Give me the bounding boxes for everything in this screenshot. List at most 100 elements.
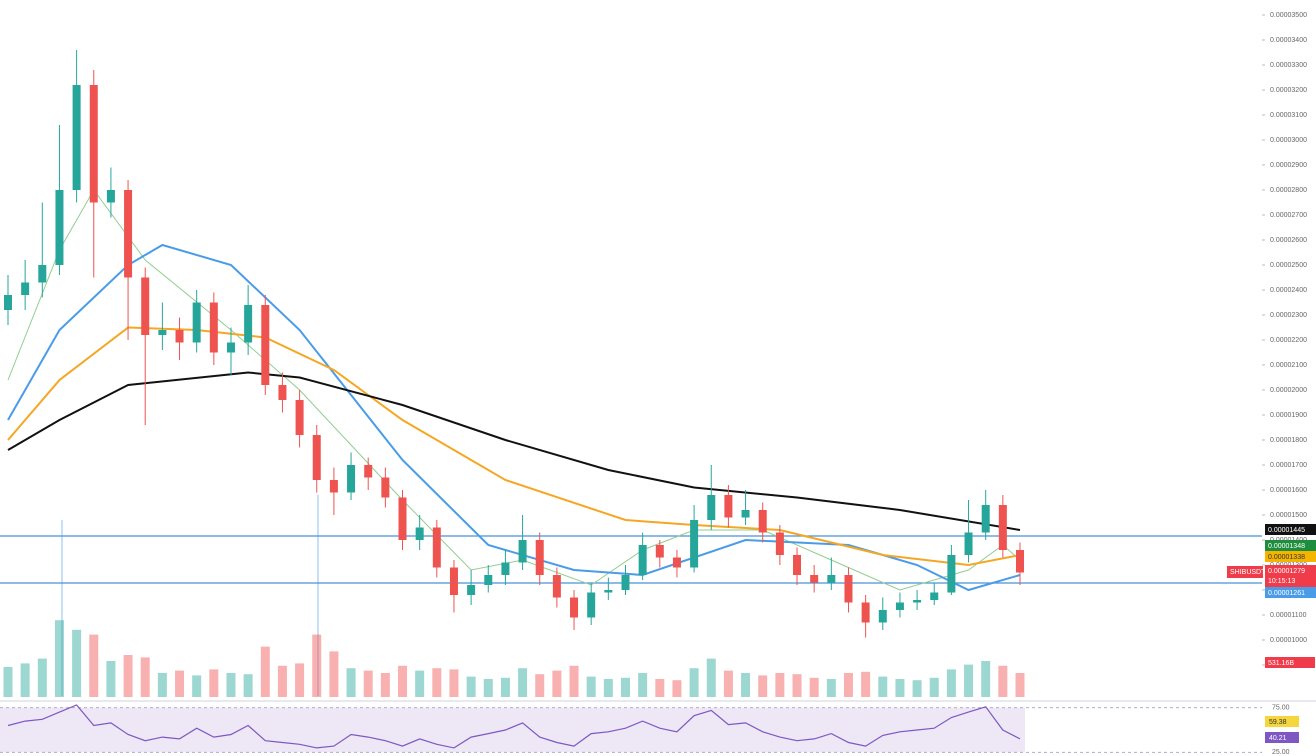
volume-bar [483, 679, 493, 697]
volume-bar [466, 676, 476, 697]
y-tick-label: 0.00002600 [1270, 237, 1307, 244]
volume-bar [226, 673, 236, 697]
candle-body [158, 330, 167, 335]
candle-body [244, 305, 253, 343]
candle-body [810, 575, 819, 583]
volume-bar [243, 674, 253, 697]
label-box [1265, 565, 1316, 587]
volume-bar [912, 680, 922, 697]
y-tick-label: 0.00001900 [1270, 412, 1307, 419]
volume-bar [552, 670, 562, 697]
rsi-label: 40.21 [1269, 735, 1287, 742]
candle-body [741, 510, 750, 518]
volume-bar [175, 670, 185, 697]
candle-body [947, 555, 956, 593]
candle-body [295, 400, 304, 435]
y-tick-label: 0.00003100 [1270, 112, 1307, 119]
volume-bar [192, 675, 202, 697]
volume-bar [518, 668, 528, 697]
candle-body [895, 602, 904, 610]
y-tick-label: 0.00001000 [1270, 637, 1307, 644]
volume-bar [775, 673, 785, 697]
rsi-tick-label: 75.00 [1272, 705, 1290, 712]
y-tick-label: 0.00003400 [1270, 37, 1307, 44]
y-tick-label: 0.00001100 [1270, 612, 1307, 619]
candle-body [518, 540, 527, 563]
y-tick-label: 0.00002900 [1270, 162, 1307, 169]
price-label: 0.00001445 [1268, 527, 1305, 534]
volume-bar [329, 651, 339, 697]
candle-body [347, 465, 356, 493]
candle-body [381, 477, 390, 498]
y-tick-label: 0.00003300 [1270, 62, 1307, 69]
label-box [1265, 657, 1315, 668]
volume-bar [500, 677, 510, 697]
candle-body [21, 282, 30, 295]
candle-body [261, 305, 270, 385]
volume-bar [861, 671, 871, 697]
candle-body [89, 85, 98, 203]
volume-bar [140, 657, 150, 697]
volume-bar [72, 629, 82, 697]
candle-body [312, 435, 321, 480]
volume-bar [586, 676, 596, 697]
candle-body [724, 495, 733, 518]
y-tick-label: 0.00002100 [1270, 362, 1307, 369]
volume-bar [792, 674, 802, 697]
candle-body [998, 505, 1007, 550]
volume-bar [981, 661, 991, 697]
volume-bar [209, 669, 219, 697]
volume-bar [535, 674, 545, 697]
label-box [1265, 540, 1316, 551]
candle-body [72, 85, 81, 190]
y-tick-label: 0.00003500 [1270, 12, 1307, 19]
y-tick-label: 0.00002800 [1270, 187, 1307, 194]
volume-bar [741, 673, 751, 697]
candle-body [758, 510, 767, 533]
volume-bar [380, 673, 390, 697]
y-tick-label: 0.00002400 [1270, 287, 1307, 294]
rsi-tick-label: 25.00 [1272, 749, 1290, 756]
label-box [1265, 551, 1316, 562]
candle-body [55, 190, 64, 265]
candle-body [690, 520, 699, 568]
candle-body [141, 277, 150, 335]
volume-bar [312, 634, 322, 697]
y-tick-label: 0.00001700 [1270, 462, 1307, 469]
volume-bar [826, 679, 836, 697]
candle-body [587, 592, 596, 618]
symbol-label: SHIBUSDT [1230, 569, 1266, 576]
volume-bar [157, 673, 167, 697]
candle-body [552, 575, 561, 598]
pane-separator [0, 700, 1316, 702]
volume-bar [260, 646, 270, 697]
y-tick-label: 0.00003000 [1270, 137, 1307, 144]
volume-bar [706, 658, 716, 697]
candle-body [535, 540, 544, 575]
volume-bar [946, 669, 956, 697]
candle-body [175, 330, 184, 343]
candle-body [398, 497, 407, 540]
y-tick-label: 0.00002200 [1270, 337, 1307, 344]
rsi-band [0, 707, 1025, 753]
candle-body [621, 575, 630, 590]
candle-body [226, 342, 235, 353]
candle-body [484, 575, 493, 585]
candle-body [209, 302, 218, 353]
label-box [1265, 716, 1299, 727]
volume-bar [603, 679, 613, 697]
volume-bar [638, 673, 648, 697]
candle-body [501, 562, 510, 575]
y-tick-label: 0.00002000 [1270, 387, 1307, 394]
volume-bar [964, 664, 974, 697]
candle-body [364, 465, 373, 478]
candle-body [827, 575, 836, 583]
candle-body [655, 545, 664, 558]
candle-body [124, 190, 133, 278]
candle-body [38, 265, 47, 283]
y-tick-label: 0.00002300 [1270, 312, 1307, 319]
candle-body [981, 505, 990, 533]
y-tick-label: 0.00001500 [1270, 512, 1307, 519]
candle-body [467, 585, 476, 595]
